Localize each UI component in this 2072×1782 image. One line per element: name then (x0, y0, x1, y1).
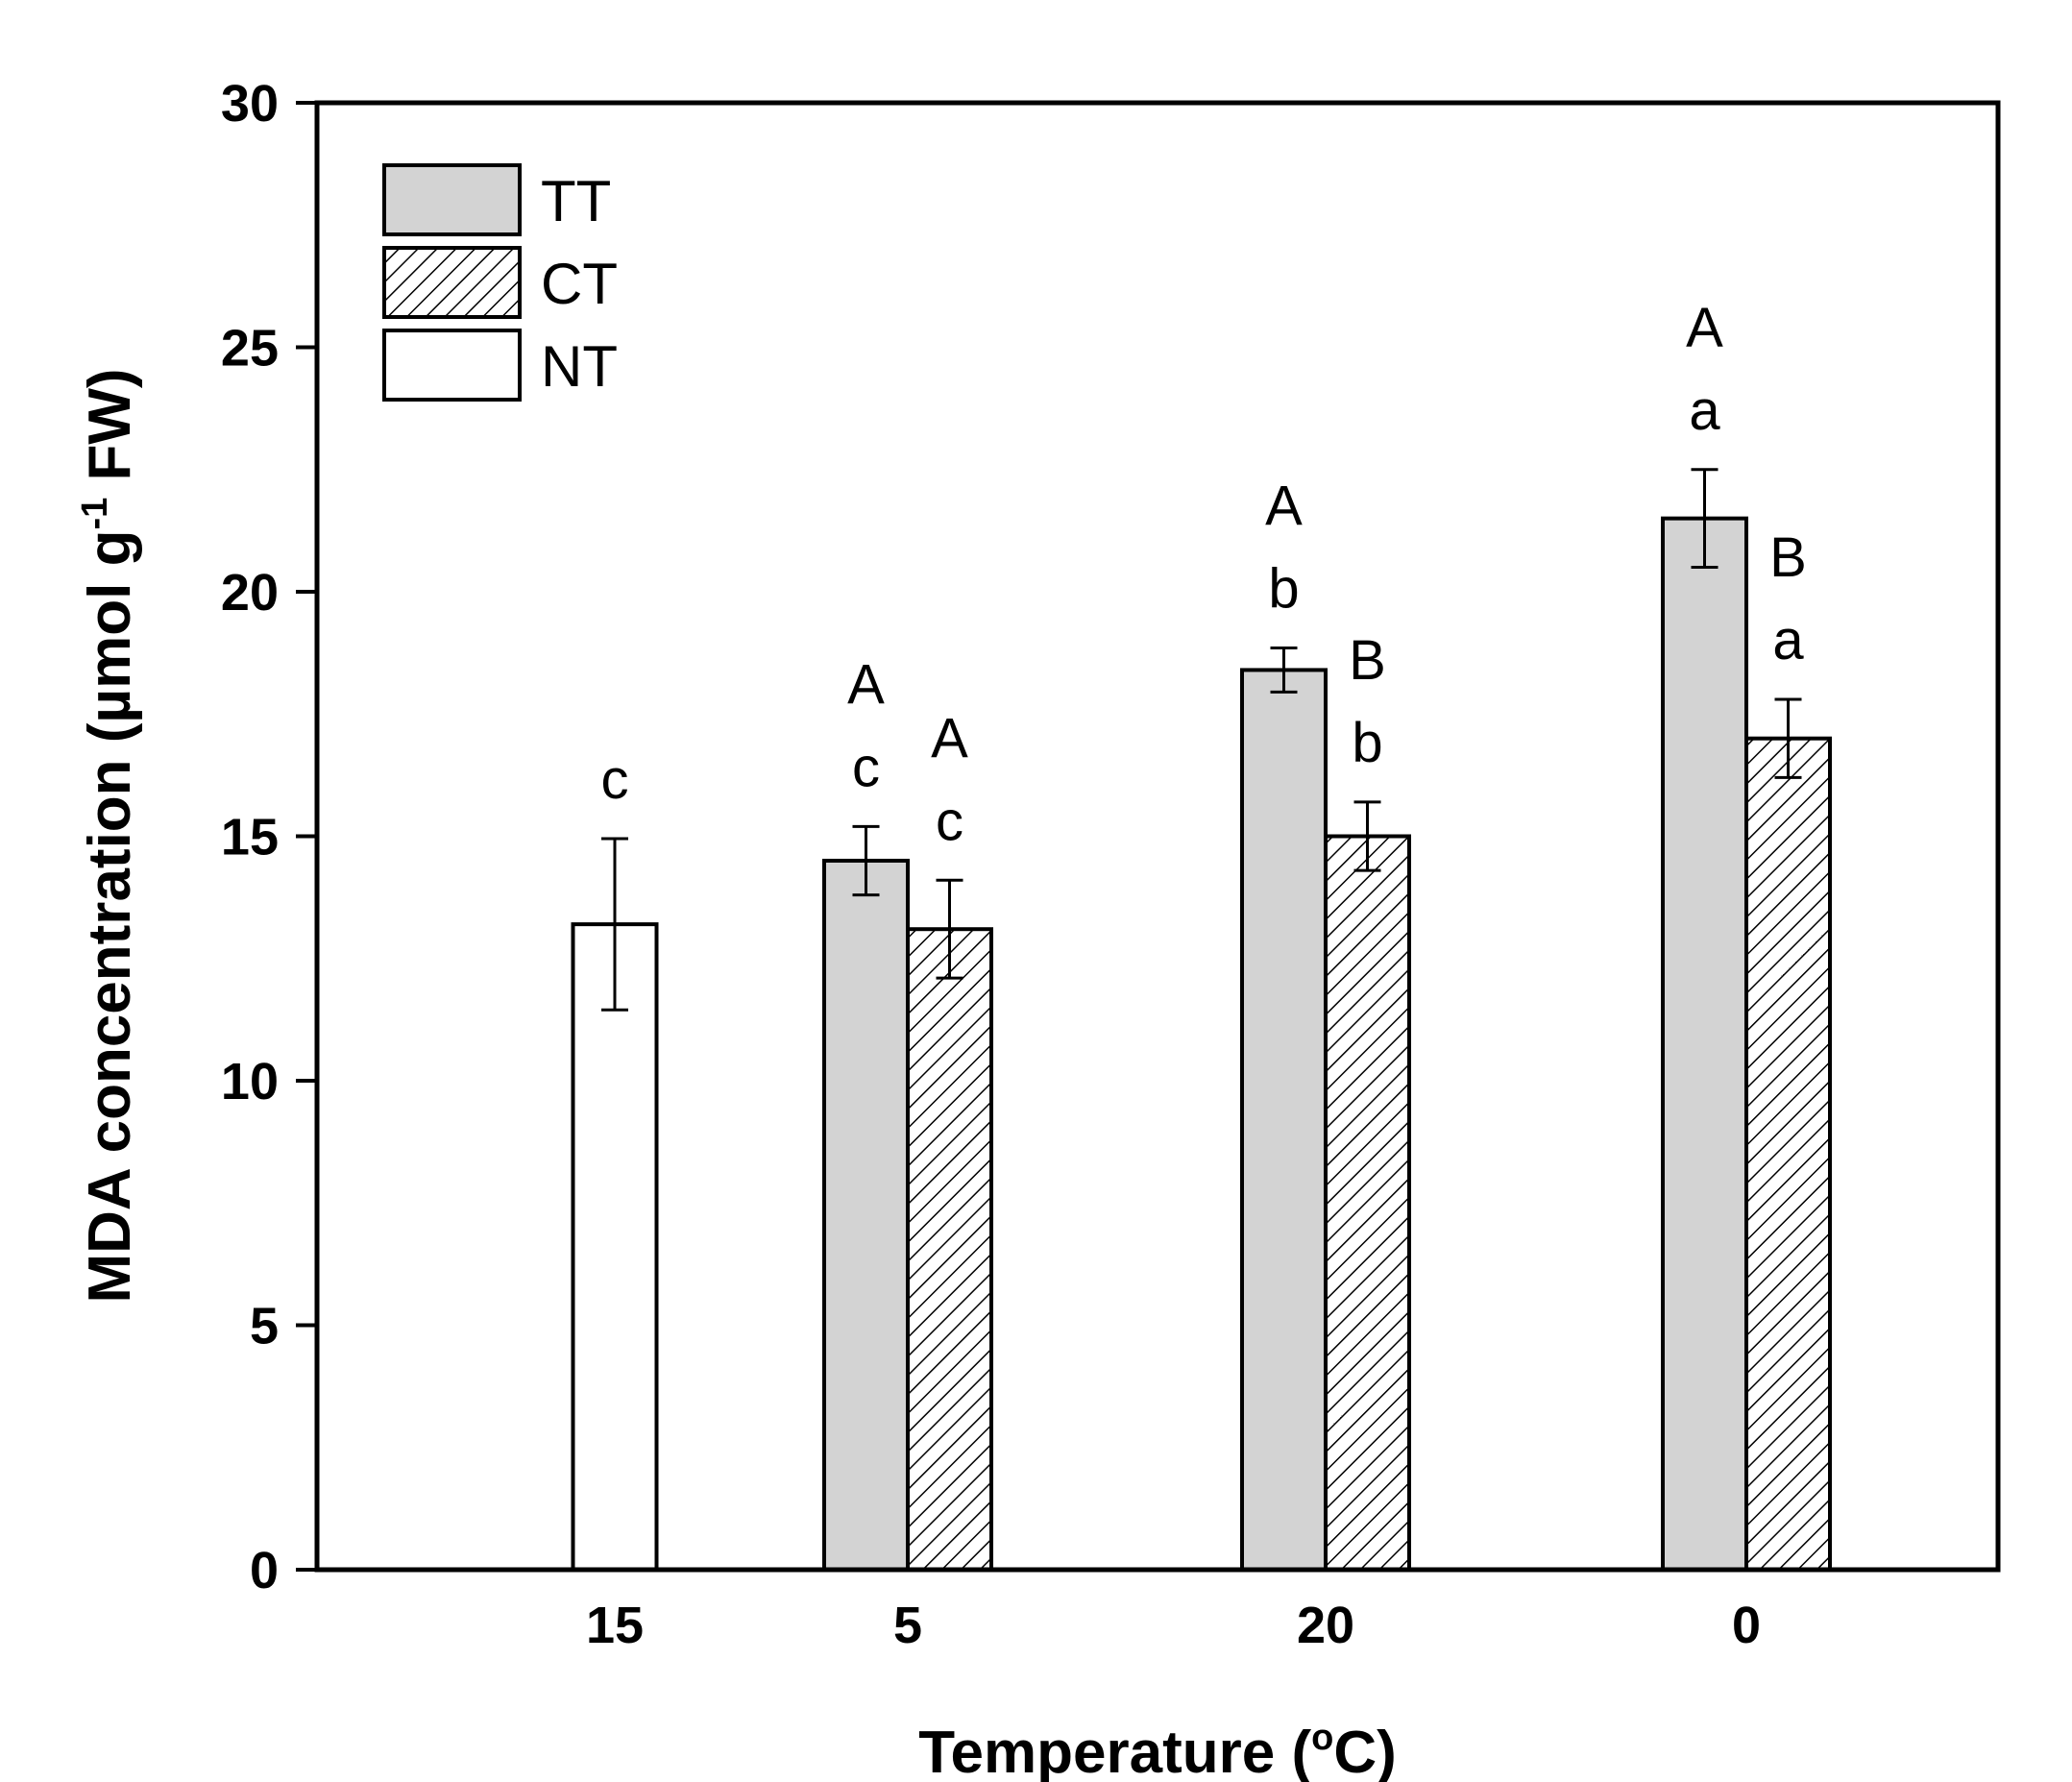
legend-label-nt: NT (541, 334, 618, 399)
error-bars-layer (601, 468, 1802, 1012)
letter-upper-tt-5: A (847, 653, 885, 716)
legend-swatch-tt (382, 163, 522, 236)
error-bar-ct-20 (1353, 800, 1381, 872)
letter-upper-ct-20: B (1349, 629, 1386, 692)
x-axis-ticks: 15 5 20 0 (586, 1597, 1761, 1654)
x-tick-label-0: 0 (1732, 1597, 1761, 1654)
y-tick-label-15: 15 (221, 809, 279, 867)
bar-ct-0 (1744, 736, 1832, 1572)
y-tick-label-25: 25 (221, 320, 279, 378)
legend-swatch-ct (382, 246, 522, 319)
y-tick-label-0: 0 (250, 1542, 279, 1599)
x-tick-label-5: 5 (893, 1597, 922, 1654)
bars-layer (571, 516, 1832, 1572)
x-tick-label-15: 15 (586, 1597, 644, 1654)
letter-lower-ct-0: a (1772, 609, 1804, 671)
y-axis-ticks: 0 5 10 15 20 25 30 (221, 75, 317, 1599)
y-tick-label-30: 30 (221, 75, 279, 133)
letter-upper-tt-20: A (1265, 476, 1303, 538)
error-bar-ct-0 (1774, 697, 1802, 779)
bar-tt-5 (822, 858, 910, 1572)
x-axis-title: Temperature (oC) (918, 1718, 1396, 1782)
legend: TT CT NT (382, 163, 618, 402)
x-tick-label-20: 20 (1297, 1597, 1354, 1654)
error-bar-ct-5 (936, 878, 963, 980)
y-tick-label-20: 20 (221, 564, 279, 622)
letter-upper-tt-0: A (1686, 297, 1723, 359)
bar-tt-20 (1240, 668, 1328, 1572)
bar-ct-20 (1324, 834, 1411, 1572)
y-tick-label-10: 10 (221, 1053, 279, 1111)
letter-lower-tt-5: c (852, 736, 880, 798)
letter-lower-nt-15: c (601, 748, 629, 811)
legend-label-ct: CT (541, 252, 618, 316)
y-axis-title: MDA concentration (µmol g-1 FW) (75, 368, 143, 1303)
letter-lower-ct-20: b (1352, 712, 1382, 774)
letter-lower-tt-20: b (1268, 558, 1299, 621)
letter-upper-ct-0: B (1769, 526, 1807, 589)
bar-nt-15 (571, 922, 659, 1572)
letter-upper-ct-5: A (931, 707, 968, 769)
error-bar-tt-5 (852, 824, 880, 897)
error-bar-tt-0 (1691, 468, 1719, 570)
letter-lower-ct-5: c (936, 790, 963, 852)
y-tick-label-5: 5 (250, 1298, 279, 1355)
error-bar-nt-15 (601, 837, 628, 1012)
legend-swatch-nt (382, 329, 522, 402)
legend-label-tt: TT (541, 169, 611, 233)
bar-tt-0 (1661, 516, 1748, 1572)
letter-lower-tt-0: a (1689, 379, 1720, 442)
bar-ct-5 (906, 927, 993, 1572)
error-bar-tt-20 (1270, 647, 1298, 694)
